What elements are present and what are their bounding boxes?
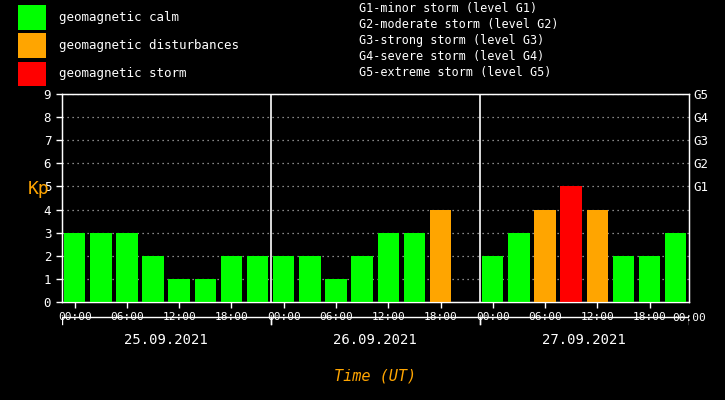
Bar bbox=[326, 279, 347, 302]
Text: geomagnetic calm: geomagnetic calm bbox=[59, 11, 179, 24]
Bar bbox=[90, 233, 112, 302]
Bar bbox=[430, 210, 451, 302]
Text: G4-severe storm (level G4): G4-severe storm (level G4) bbox=[359, 50, 544, 63]
Bar bbox=[194, 279, 216, 302]
Bar bbox=[508, 233, 530, 302]
Text: 25.09.2021: 25.09.2021 bbox=[124, 333, 208, 347]
Bar bbox=[404, 233, 425, 302]
Bar bbox=[299, 256, 320, 302]
Bar bbox=[352, 256, 373, 302]
Bar bbox=[273, 256, 294, 302]
Bar bbox=[534, 210, 556, 302]
Text: geomagnetic storm: geomagnetic storm bbox=[59, 68, 186, 80]
Text: G5-extreme storm (level G5): G5-extreme storm (level G5) bbox=[359, 66, 551, 79]
Bar bbox=[639, 256, 660, 302]
Text: geomagnetic disturbances: geomagnetic disturbances bbox=[59, 39, 239, 52]
Bar bbox=[64, 233, 86, 302]
Bar bbox=[665, 233, 687, 302]
Text: 00:00: 00:00 bbox=[672, 314, 705, 324]
Bar bbox=[168, 279, 190, 302]
Text: G2-moderate storm (level G2): G2-moderate storm (level G2) bbox=[359, 18, 558, 31]
Bar bbox=[560, 186, 582, 302]
Bar bbox=[247, 256, 268, 302]
Bar bbox=[613, 256, 634, 302]
Bar bbox=[482, 256, 503, 302]
Bar bbox=[220, 256, 242, 302]
Text: G3-strong storm (level G3): G3-strong storm (level G3) bbox=[359, 34, 544, 47]
Bar bbox=[18, 62, 46, 86]
Text: 27.09.2021: 27.09.2021 bbox=[542, 333, 626, 347]
Bar bbox=[378, 233, 399, 302]
Text: G1-minor storm (level G1): G1-minor storm (level G1) bbox=[359, 2, 537, 15]
Bar bbox=[18, 34, 46, 58]
Bar bbox=[587, 210, 608, 302]
Bar bbox=[142, 256, 164, 302]
Y-axis label: Kp: Kp bbox=[28, 180, 49, 198]
Bar bbox=[18, 5, 46, 30]
Text: Time (UT): Time (UT) bbox=[334, 369, 416, 384]
Bar bbox=[116, 233, 138, 302]
Text: 26.09.2021: 26.09.2021 bbox=[334, 333, 417, 347]
